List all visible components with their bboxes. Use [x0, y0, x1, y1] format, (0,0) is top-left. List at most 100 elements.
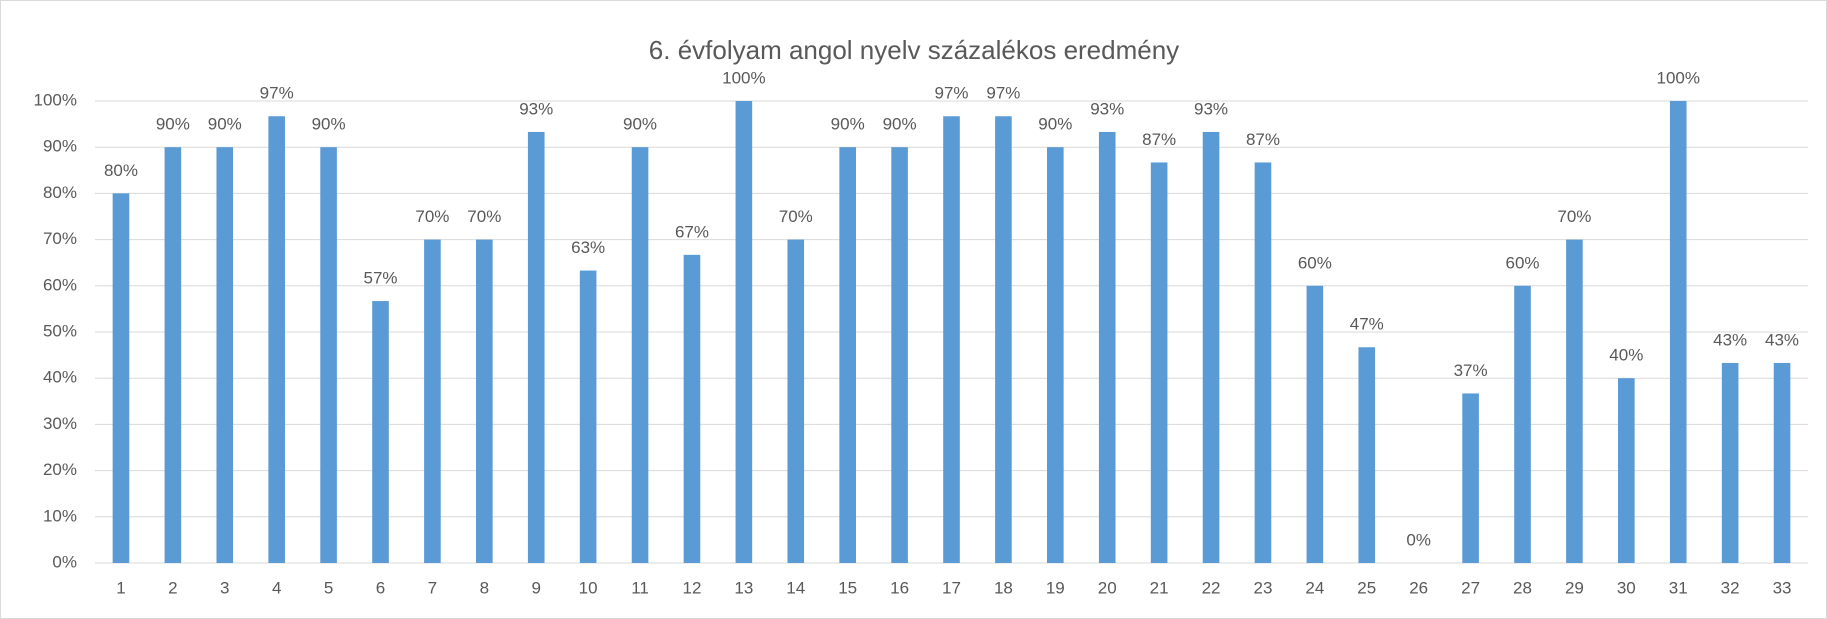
y-tick-label: 60%	[43, 275, 77, 294]
x-tick-label: 9	[531, 578, 540, 597]
data-label: 100%	[722, 68, 765, 87]
bar	[1566, 239, 1583, 563]
bar	[995, 116, 1012, 563]
bar	[1150, 162, 1168, 564]
x-tick-label: 32	[1721, 578, 1740, 597]
bar	[1358, 347, 1376, 563]
x-tick-label: 19	[1046, 578, 1065, 597]
data-label: 60%	[1298, 253, 1332, 272]
data-label: 93%	[519, 99, 553, 118]
x-tick-label: 11	[631, 578, 649, 597]
bar	[476, 239, 493, 563]
data-label: 60%	[1505, 253, 1539, 272]
bar	[943, 116, 960, 563]
data-label: 70%	[1557, 207, 1591, 226]
data-label: 93%	[1194, 99, 1228, 118]
x-tick-label: 15	[838, 578, 857, 597]
y-tick-label: 40%	[43, 368, 77, 387]
y-tick-label: 80%	[43, 183, 77, 202]
data-label: 37%	[1454, 361, 1488, 380]
data-label: 93%	[1090, 99, 1124, 118]
y-tick-label: 70%	[43, 229, 77, 248]
bar	[787, 239, 805, 563]
x-tick-label: 5	[324, 578, 333, 597]
bar	[112, 193, 130, 563]
data-label: 90%	[831, 115, 865, 134]
data-label: 80%	[104, 161, 138, 180]
bar	[527, 131, 545, 564]
x-tick-label: 20	[1098, 578, 1117, 597]
x-tick-label: 7	[428, 578, 437, 597]
data-label: 97%	[986, 84, 1020, 103]
data-label: 63%	[571, 238, 605, 257]
bar	[1514, 285, 1531, 563]
x-tick-label: 31	[1669, 578, 1688, 597]
data-label: 90%	[623, 115, 657, 134]
bar	[1669, 101, 1687, 563]
y-tick-label: 10%	[43, 506, 77, 525]
data-label: 40%	[1609, 346, 1643, 365]
x-tick-label: 23	[1253, 578, 1272, 597]
x-tick-label: 16	[890, 578, 909, 597]
bar	[891, 147, 908, 563]
x-tick-label: 17	[942, 578, 961, 597]
bar	[320, 147, 337, 563]
x-tick-label: 27	[1461, 578, 1480, 597]
bar	[1773, 362, 1791, 563]
x-tick-label: 2	[168, 578, 177, 597]
data-label: 57%	[363, 269, 397, 288]
data-label: 70%	[415, 207, 449, 226]
data-label: 47%	[1350, 315, 1384, 334]
data-label: 100%	[1656, 68, 1699, 87]
chart-title: 6. évfolyam angol nyelv százalékos eredm…	[649, 35, 1179, 65]
data-label: 87%	[1142, 130, 1176, 149]
data-label: 70%	[779, 207, 813, 226]
bar	[1721, 362, 1739, 563]
bar	[1098, 131, 1116, 564]
x-tick-label: 14	[786, 578, 805, 597]
bar	[1462, 393, 1479, 563]
x-tick-label: 1	[116, 578, 125, 597]
data-label: 43%	[1765, 330, 1799, 349]
data-label: 0%	[1406, 530, 1431, 549]
data-label: 70%	[467, 207, 501, 226]
x-tick-label: 12	[682, 578, 701, 597]
bar	[735, 101, 753, 563]
x-tick-label: 4	[272, 578, 281, 597]
bar	[1254, 162, 1272, 564]
data-label: 90%	[312, 115, 346, 134]
data-label: 90%	[883, 115, 917, 134]
bar	[1202, 131, 1220, 564]
bar	[683, 254, 701, 563]
y-tick-label: 30%	[43, 414, 77, 433]
bar	[1047, 147, 1064, 563]
x-tick-label: 30	[1617, 578, 1636, 597]
bar	[631, 147, 649, 563]
data-label: 90%	[156, 115, 190, 134]
y-tick-label: 50%	[43, 321, 77, 340]
bar	[1618, 378, 1635, 563]
bar	[424, 239, 441, 563]
data-label: 90%	[208, 115, 242, 134]
bar	[1306, 285, 1324, 563]
x-tick-label: 18	[994, 578, 1013, 597]
x-tick-label: 26	[1409, 578, 1428, 597]
data-label: 90%	[1038, 115, 1072, 134]
y-tick-label: 90%	[43, 137, 77, 156]
x-tick-label: 8	[480, 578, 489, 597]
bar	[372, 301, 389, 563]
y-tick-label: 100%	[34, 90, 77, 109]
x-tick-label: 13	[734, 578, 753, 597]
data-label: 67%	[675, 222, 709, 241]
bar	[839, 147, 856, 563]
data-label: 97%	[260, 84, 294, 103]
bar	[164, 147, 182, 563]
bar	[579, 270, 597, 563]
data-label: 43%	[1713, 330, 1747, 349]
data-label: 97%	[934, 84, 968, 103]
x-tick-label: 22	[1202, 578, 1221, 597]
x-tick-label: 28	[1513, 578, 1532, 597]
x-tick-label: 29	[1565, 578, 1584, 597]
y-tick-label: 20%	[43, 460, 77, 479]
